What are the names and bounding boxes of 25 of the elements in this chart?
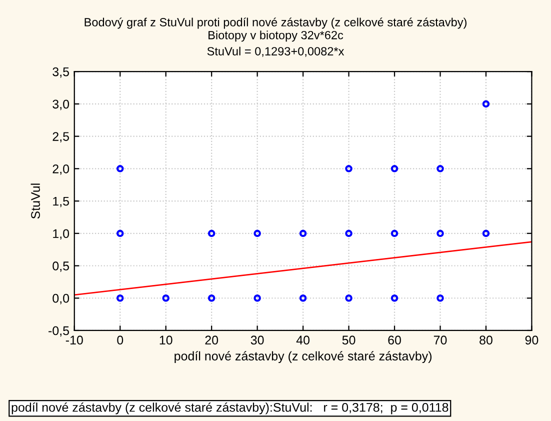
y-tick-label: 3,0 — [52, 100, 70, 110]
x-tick-label: -10 — [66, 336, 83, 345]
x-tick-label: 70 — [434, 336, 447, 345]
y-tick-label: -0,5 — [48, 326, 69, 337]
chart-subtitle: Biotopy v biotopy 32v*62c StuVul = 0,1293+0,0082*x — [207, 30, 344, 57]
x-tick-label: 90 — [525, 336, 538, 345]
x-tick-label: 80 — [480, 336, 492, 345]
x-tick-label: 10 — [160, 336, 172, 345]
x-tick-label: 20 — [205, 336, 218, 345]
x-tick-label: 60 — [388, 336, 401, 345]
y-tick-label: 3,5 — [52, 67, 69, 78]
y-tick-label: 1,0 — [53, 229, 70, 240]
y-tick-label: 2,0 — [52, 164, 70, 175]
x-tick-label: 0 — [117, 336, 124, 345]
x-tick-label: 40 — [296, 336, 310, 345]
y-tick-label: 0,0 — [52, 294, 70, 304]
text: podíl nové zástavby (z celkové staré zástavby):StuVul: r = 0,3178; p = 0,0118 — [12, 402, 448, 414]
y-tick-label: 0,5 — [52, 262, 69, 272]
x-tick-label: 50 — [342, 336, 356, 345]
y-axis-title: StuVul — [30, 184, 40, 219]
x-axis-title: podíl nové zástavby (z celkové staré zástavby) — [174, 351, 432, 363]
chart-title: Bodový graf z StuVul proti podíl nové zástavby (z celkové staré zástavby) — [84, 18, 466, 29]
y-tick-label: 2,5 — [52, 132, 69, 142]
y-tick-label: 1,5 — [53, 196, 69, 208]
x-tick-label: 30 — [250, 336, 264, 345]
